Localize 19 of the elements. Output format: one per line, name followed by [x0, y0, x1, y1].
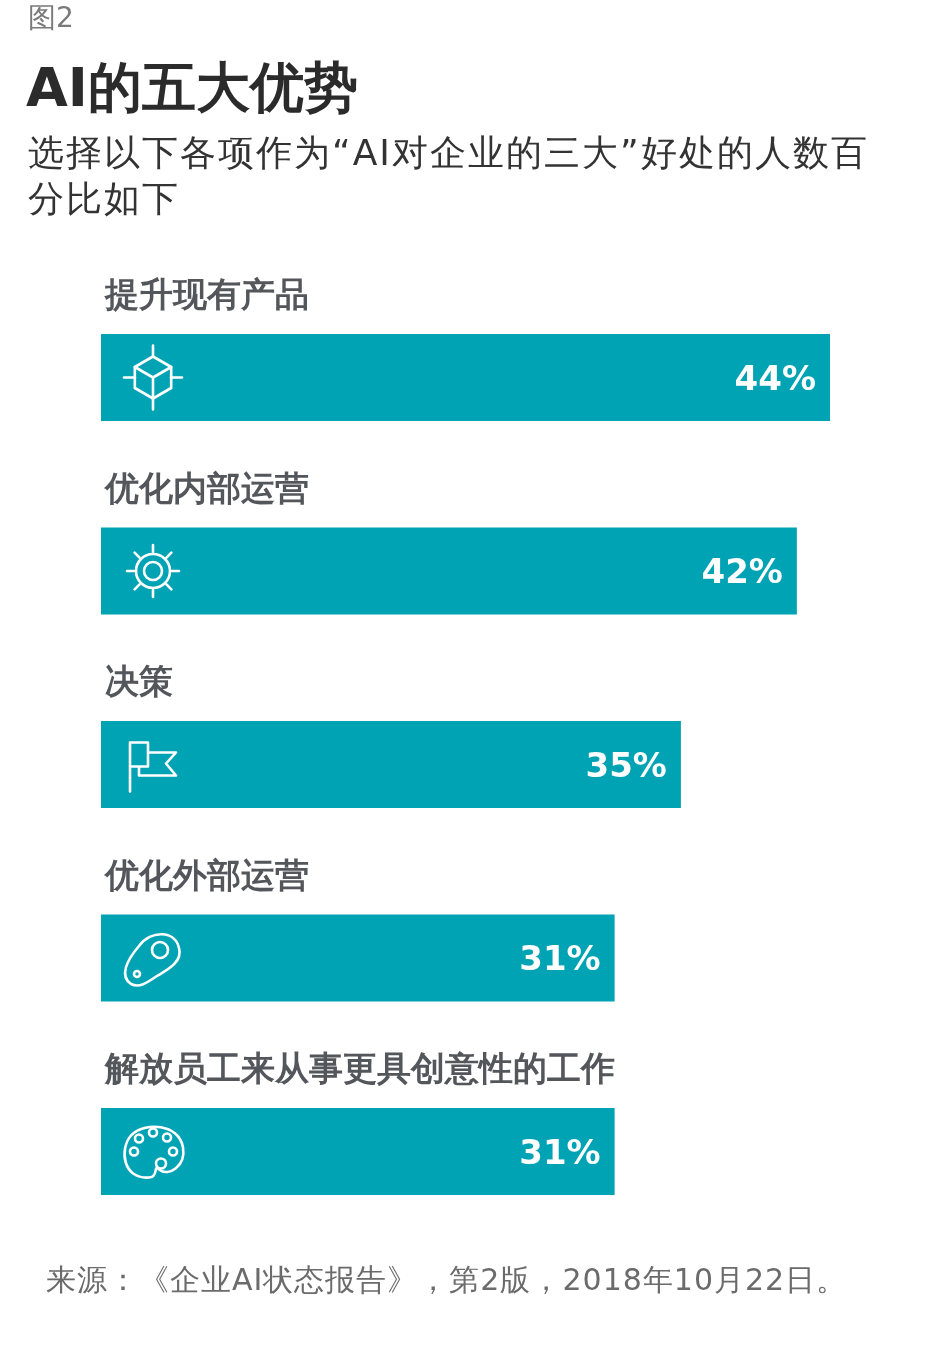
data-label: 31%	[519, 938, 601, 978]
y-tick-label: 决策	[105, 661, 173, 701]
caption: 图2	[28, 0, 74, 36]
data-label: 31%	[519, 1131, 601, 1172]
chart-subtitle: 选择以下各项作为“AI对企业的三大”好处的人数百分比如下	[28, 131, 870, 221]
bar	[101, 914, 615, 1002]
bar	[101, 527, 797, 615]
y-tick-label: 解放员工来从事更具创意性的工作	[104, 1048, 615, 1088]
chart-title: AI的五大优势	[26, 56, 358, 120]
data-label: 35%	[585, 744, 667, 785]
bar	[101, 334, 830, 421]
y-tick-label: 优化内部运营	[103, 467, 309, 508]
data-label: 44%	[734, 357, 816, 398]
source-note: 来源：《企业AI状态报告》，第2版，2018年10月22日。	[46, 1261, 849, 1299]
y-tick-label: 优化外部运营	[103, 854, 309, 895]
bar	[101, 721, 681, 808]
data-label: 42%	[701, 551, 783, 591]
y-tick-label: 提升现有产品	[104, 274, 309, 314]
bar	[101, 1108, 615, 1195]
